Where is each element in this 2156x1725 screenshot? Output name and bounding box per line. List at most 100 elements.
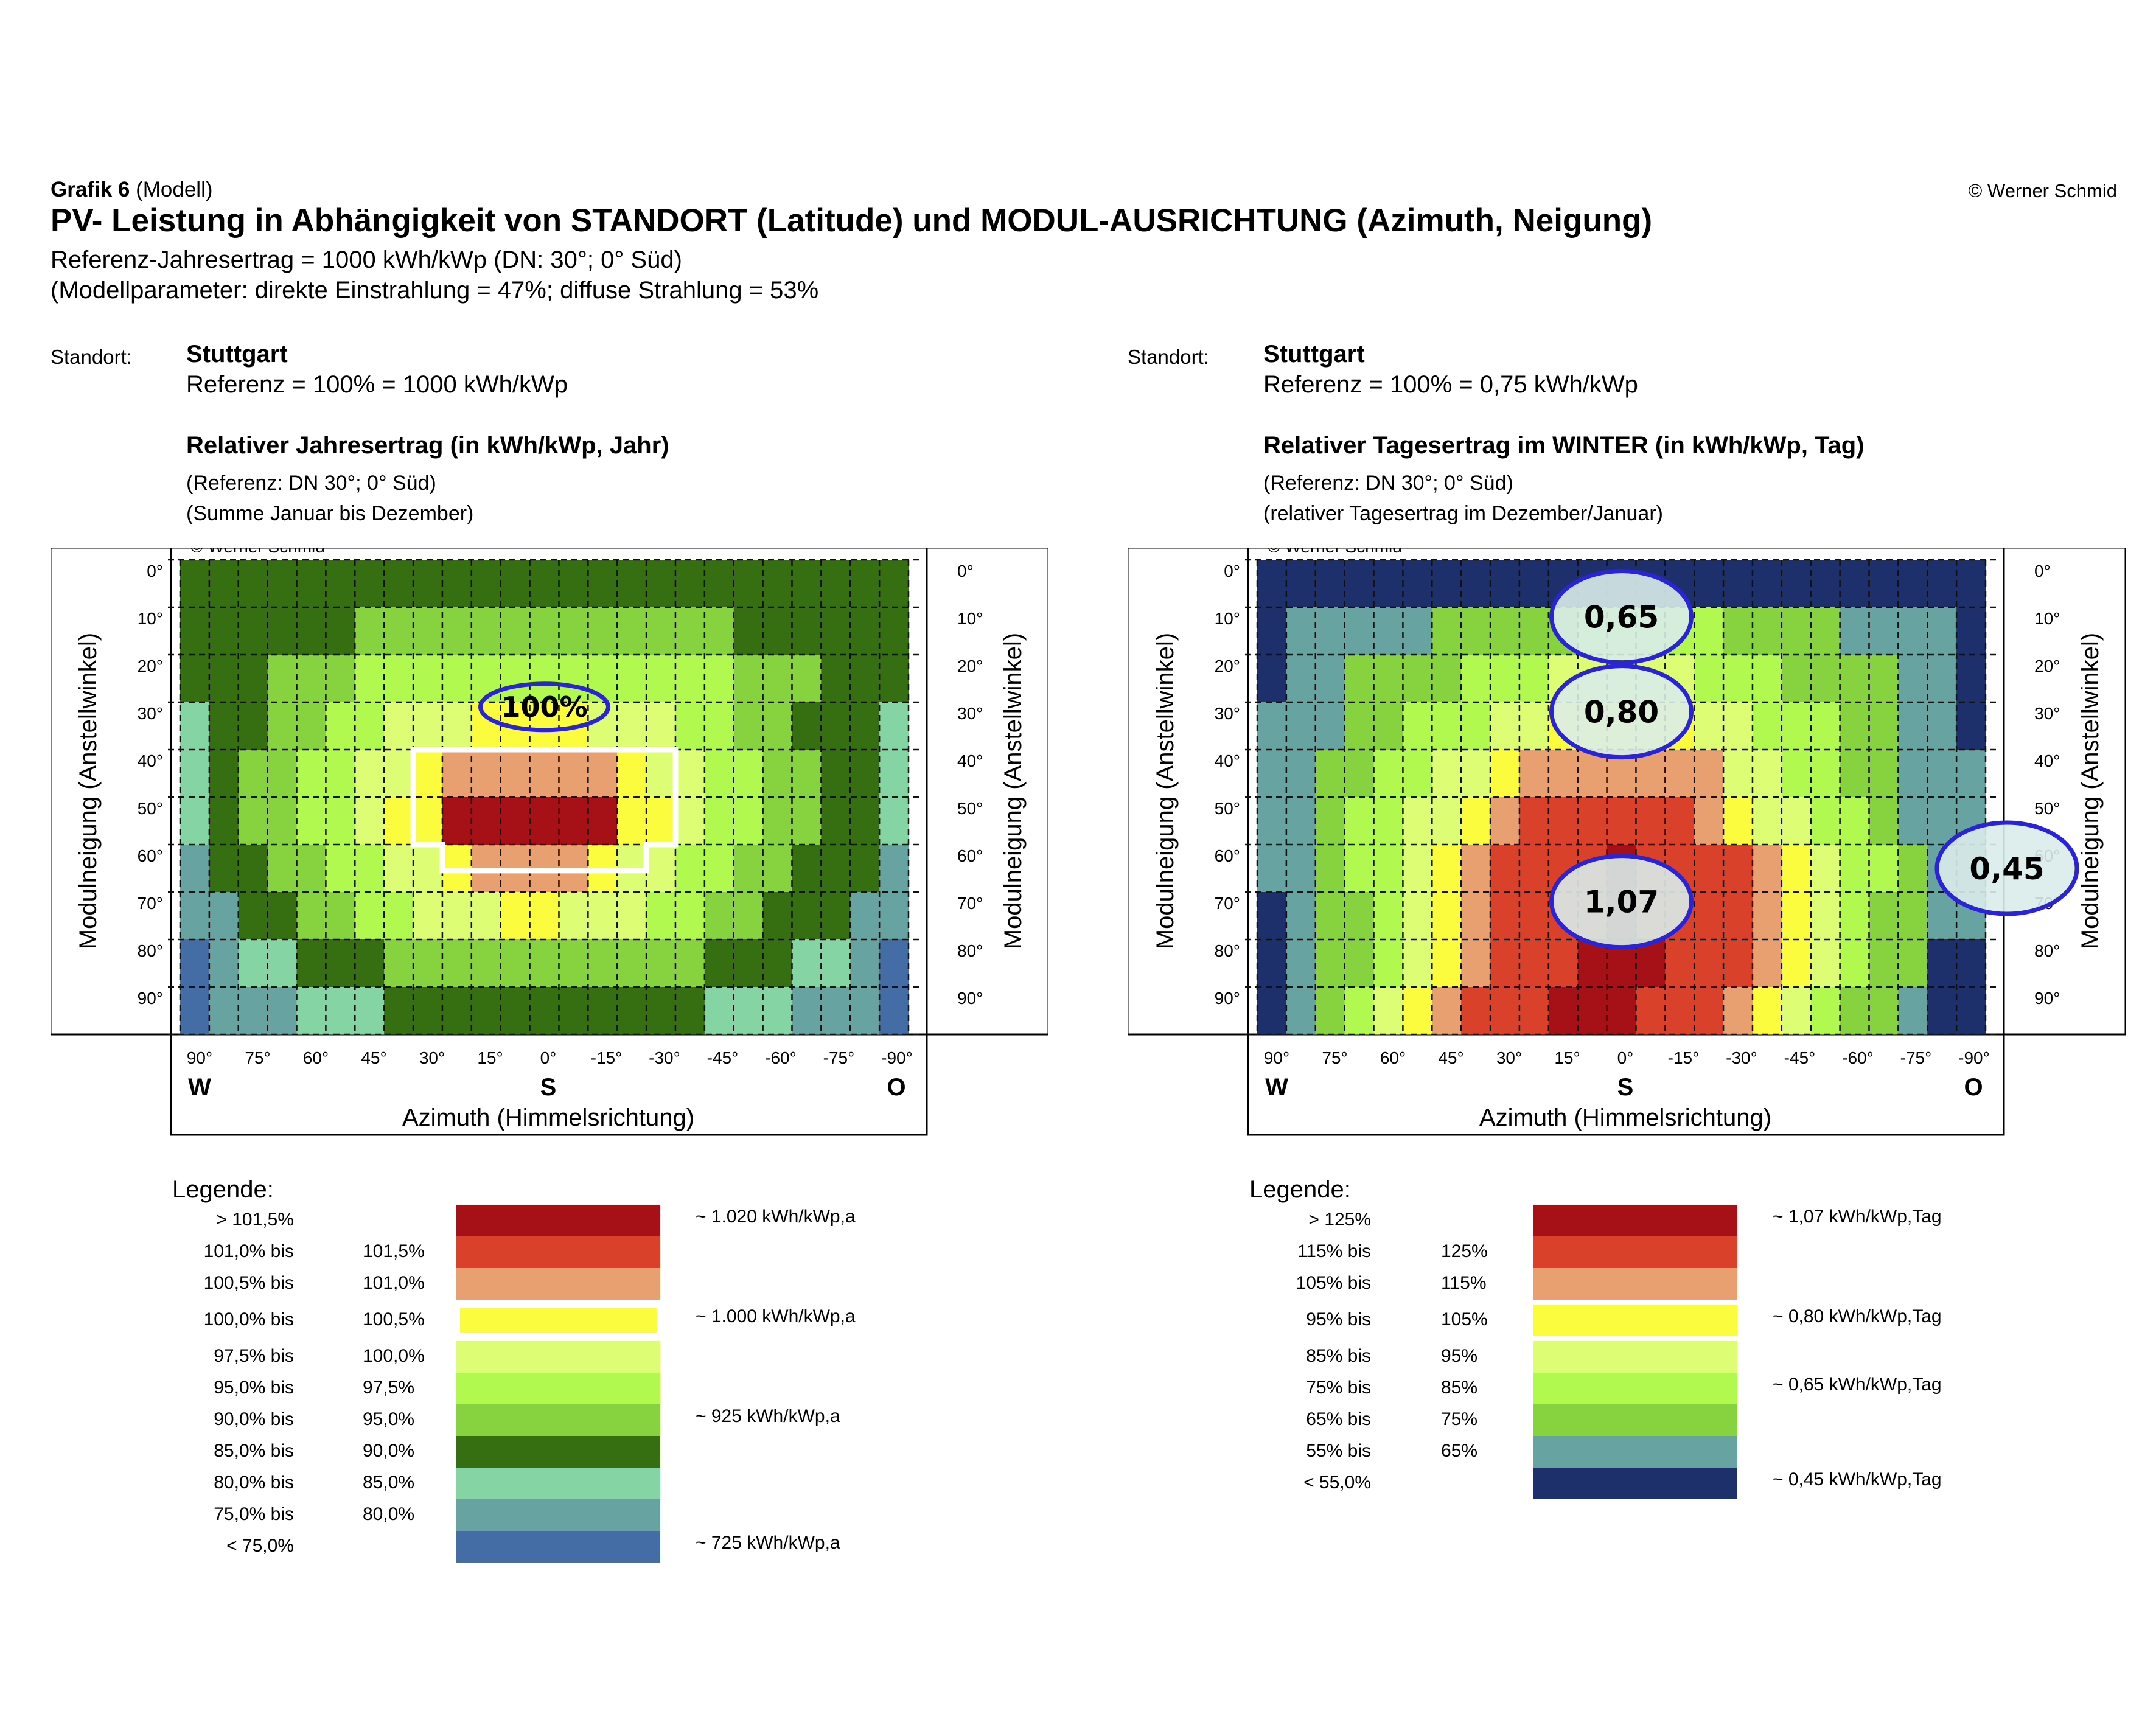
heatmap-cell: [733, 892, 764, 940]
legend-range-to: 101,0%: [363, 1273, 425, 1293]
y-tick-label-right: 50°: [957, 799, 983, 818]
heatmap-cell: [1461, 702, 1491, 750]
heatmap-cell: [296, 607, 326, 655]
legend-range-to: 95%: [1441, 1345, 1478, 1366]
heatmap-cell: [559, 607, 588, 655]
heatmap-cell: [879, 845, 909, 893]
annotation-ellipse: [1549, 664, 1694, 760]
heatmap-cell: [1898, 702, 1928, 750]
legend-swatch: [1533, 1467, 1737, 1499]
heatmap-cell: [792, 702, 822, 750]
location-name: Stuttgart: [186, 341, 288, 368]
heatmap-cell: [442, 987, 472, 1035]
heatmap-cell: [1781, 987, 1812, 1035]
heatmap-cell: [1752, 845, 1782, 893]
heatmap-cell: [1257, 750, 1287, 798]
heatmap-cell: [1694, 655, 1724, 703]
annotation-ellipse: [1549, 854, 1694, 950]
heatmap-cell: [1723, 939, 1753, 988]
heatmap-cell: [1781, 750, 1812, 798]
heatmap-cell: [1956, 987, 1986, 1035]
y-tick-label-right: 20°: [957, 657, 983, 675]
heatmap-cell: [355, 939, 385, 988]
y-tick-label-right: 10°: [957, 609, 983, 628]
heatmap-cell: [1461, 987, 1491, 1035]
heatmap-cell: [1344, 987, 1375, 1035]
heatmap-cell: [1607, 987, 1636, 1035]
heatmap-cell: [1810, 607, 1841, 655]
heatmap-cell: [1403, 939, 1432, 988]
highlight-label: 100%: [501, 691, 587, 723]
heatmap-cell: [1927, 939, 1957, 988]
heatmap-cell: [1694, 797, 1724, 845]
heatmap-cell: [646, 560, 676, 608]
heatmap-cell: [1490, 750, 1520, 798]
annotation-label: 1,07: [1584, 885, 1659, 920]
heatmap-cell: [500, 560, 531, 608]
heatmap-cell: [879, 892, 909, 940]
heatmap-cell: [617, 987, 647, 1035]
heatmap-cell: [413, 655, 443, 703]
legend-swatch: [456, 1205, 660, 1236]
heatmap-cell: [1257, 797, 1287, 845]
heatmap-cell: [1461, 797, 1491, 845]
annotation-label: 0,80: [1584, 695, 1659, 730]
location-name: Stuttgart: [1263, 341, 1365, 368]
heatmap-cell: [1403, 702, 1432, 750]
legend-range-to: 100,5%: [363, 1309, 425, 1329]
x-axis-label: Azimuth (Himmelsrichtung): [1479, 1104, 1771, 1131]
direction-label: O: [1964, 1074, 1983, 1101]
heatmap-cell: [326, 655, 355, 703]
heatmap-cell: [821, 939, 851, 988]
x-tick-label: -60°: [1842, 1048, 1874, 1067]
heatmap-cell: [821, 987, 851, 1035]
legend-value: ~ 1.000 kWh/kWp,a: [696, 1306, 856, 1326]
legend-swatch: [1533, 1205, 1737, 1236]
heatmap-cell: [1665, 939, 1695, 988]
heatmap-cell: [1752, 987, 1782, 1035]
heatmap-cell: [1840, 797, 1869, 845]
heatmap-cell: [792, 892, 822, 940]
heatmap-cell: [1373, 892, 1403, 940]
legend-value: ~ 925 kWh/kWp,a: [696, 1406, 840, 1426]
standort-label: Standort:: [51, 346, 132, 368]
heatmap-cell: [792, 845, 822, 893]
heatmap-cell: [733, 845, 764, 893]
heatmap-cell: [1781, 845, 1812, 893]
heatmap-cell: [850, 939, 880, 988]
x-tick-label: 0°: [540, 1048, 557, 1067]
heatmap-cell: [180, 702, 210, 750]
legend-swatch: [1533, 1435, 1737, 1468]
heatmap-cell: [180, 750, 210, 798]
heatmap-cell: [1694, 560, 1724, 608]
heatmap-cell: [1373, 607, 1403, 655]
heatmap-cell: [1490, 702, 1520, 750]
heatmap-cell: [209, 750, 239, 798]
heatmap-cell: [1723, 750, 1753, 798]
heatmap-cell: [1315, 607, 1345, 655]
x-tick-label: 90°: [187, 1048, 212, 1067]
heatmap-cell: [1898, 797, 1928, 845]
figure-number: Grafik 6 (Modell): [51, 178, 213, 201]
chart-note-1: (Referenz: DN 30°; 0° Süd): [1263, 472, 1513, 495]
heatmap-cell: [879, 939, 909, 988]
heatmap-cell: [1373, 702, 1403, 750]
heatmap-cell: [238, 797, 268, 845]
heatmap-cell: [704, 845, 734, 893]
heatmap-cell: [1461, 607, 1491, 655]
annotation-ellipse: [1549, 569, 1694, 665]
heatmap-cell: [559, 560, 588, 608]
heatmap-cell: [1461, 939, 1491, 988]
y-tick-label-left: 30°: [1215, 704, 1240, 723]
legend-range-from: 100,0% bis: [203, 1309, 294, 1329]
y-tick-label-left: 80°: [138, 941, 163, 960]
heatmap-cell: [209, 797, 239, 845]
heatmap-cell: [1840, 702, 1869, 750]
heatmap-cell: [617, 892, 647, 940]
heatmap-cell: [850, 560, 880, 608]
heatmap-cell: [850, 655, 880, 703]
heatmap-cell: [1519, 560, 1549, 608]
heatmap-cell: [646, 702, 676, 750]
heatmap-cell: [1927, 892, 1957, 940]
heatmap-cell: [733, 655, 764, 703]
